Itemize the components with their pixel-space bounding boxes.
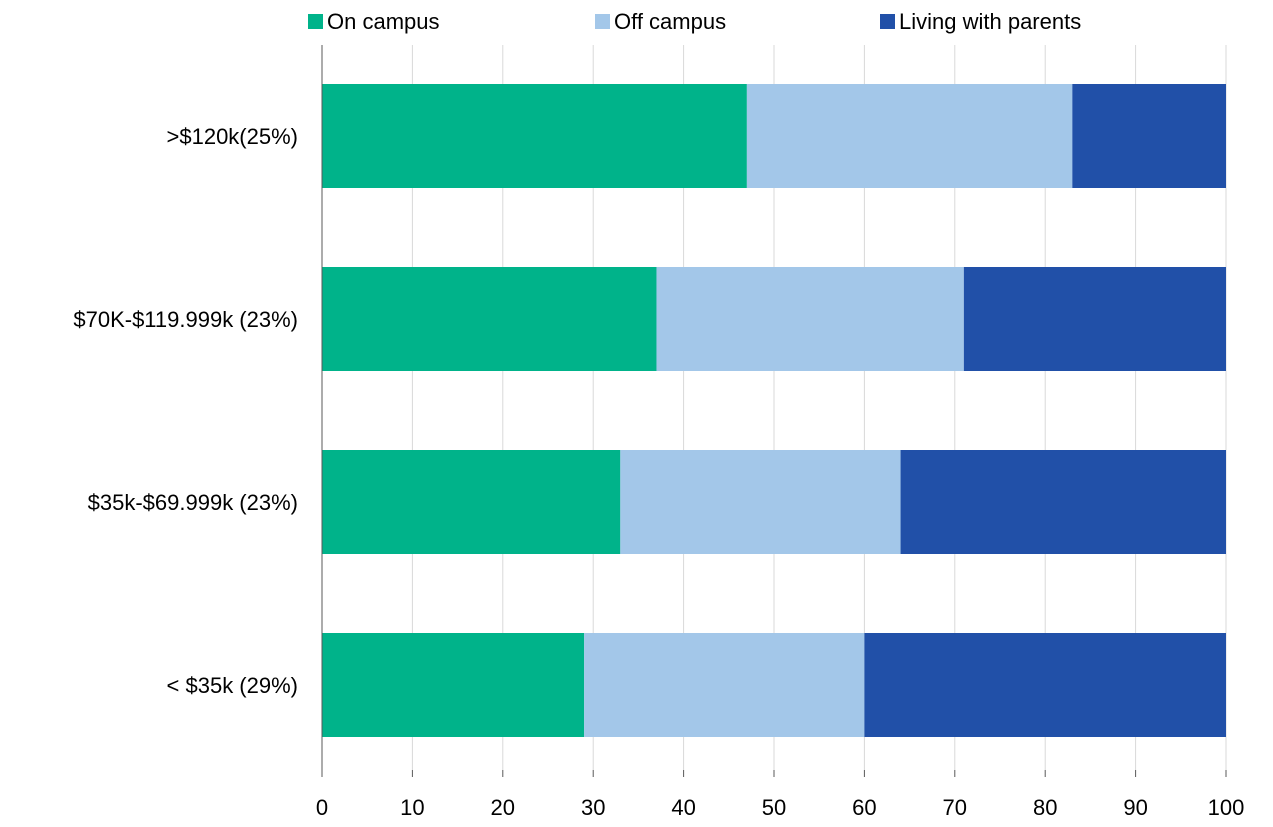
legend-item-on-campus: On campus — [308, 9, 440, 34]
bar-living-with-parents-0 — [1072, 84, 1226, 188]
axes: 0 10 20 30 40 50 60 70 80 90 100 >$120k(25%) $70K-$1… — [73, 45, 1244, 820]
bar-on-campus-0 — [322, 84, 747, 188]
x-tick-label: 40 — [671, 795, 695, 820]
legend-swatch — [308, 14, 323, 29]
legend: On campus Off campus Living with parents — [308, 9, 1081, 34]
bar-off-campus-1 — [656, 267, 964, 371]
category-label: < $35k (29%) — [167, 673, 298, 698]
category-label: $70K-$119.999k (23%) — [73, 307, 298, 332]
x-tick-label: 70 — [943, 795, 967, 820]
x-tick-label: 0 — [316, 795, 328, 820]
legend-swatch — [880, 14, 895, 29]
bar-off-campus-3 — [584, 633, 865, 737]
bar-on-campus-2 — [322, 450, 621, 554]
x-tick-label: 60 — [852, 795, 876, 820]
legend-label: Off campus — [614, 9, 726, 34]
bar-off-campus-2 — [620, 450, 901, 554]
category-label: $35k-$69.999k (23%) — [88, 490, 298, 515]
x-tick-label: 30 — [581, 795, 605, 820]
legend-swatch — [595, 14, 610, 29]
legend-item-off-campus: Off campus — [595, 9, 726, 34]
x-tick-label: 10 — [400, 795, 424, 820]
bar-on-campus-1 — [322, 267, 657, 371]
bar-living-with-parents-2 — [900, 450, 1226, 554]
bar-off-campus-0 — [746, 84, 1073, 188]
legend-item-living-with-parents: Living with parents — [880, 9, 1081, 34]
category-label: >$120k(25%) — [167, 124, 298, 149]
x-tick-label: 20 — [491, 795, 515, 820]
x-tick-label: 80 — [1033, 795, 1057, 820]
bar-living-with-parents-3 — [864, 633, 1226, 737]
legend-label: Living with parents — [899, 9, 1081, 34]
legend-label: On campus — [327, 9, 440, 34]
bar-living-with-parents-1 — [963, 267, 1226, 371]
bar-on-campus-3 — [322, 633, 585, 737]
x-tick-label: 50 — [762, 795, 786, 820]
x-tick-label: 90 — [1123, 795, 1147, 820]
bars — [322, 84, 1226, 737]
x-tick-label: 100 — [1208, 795, 1245, 820]
